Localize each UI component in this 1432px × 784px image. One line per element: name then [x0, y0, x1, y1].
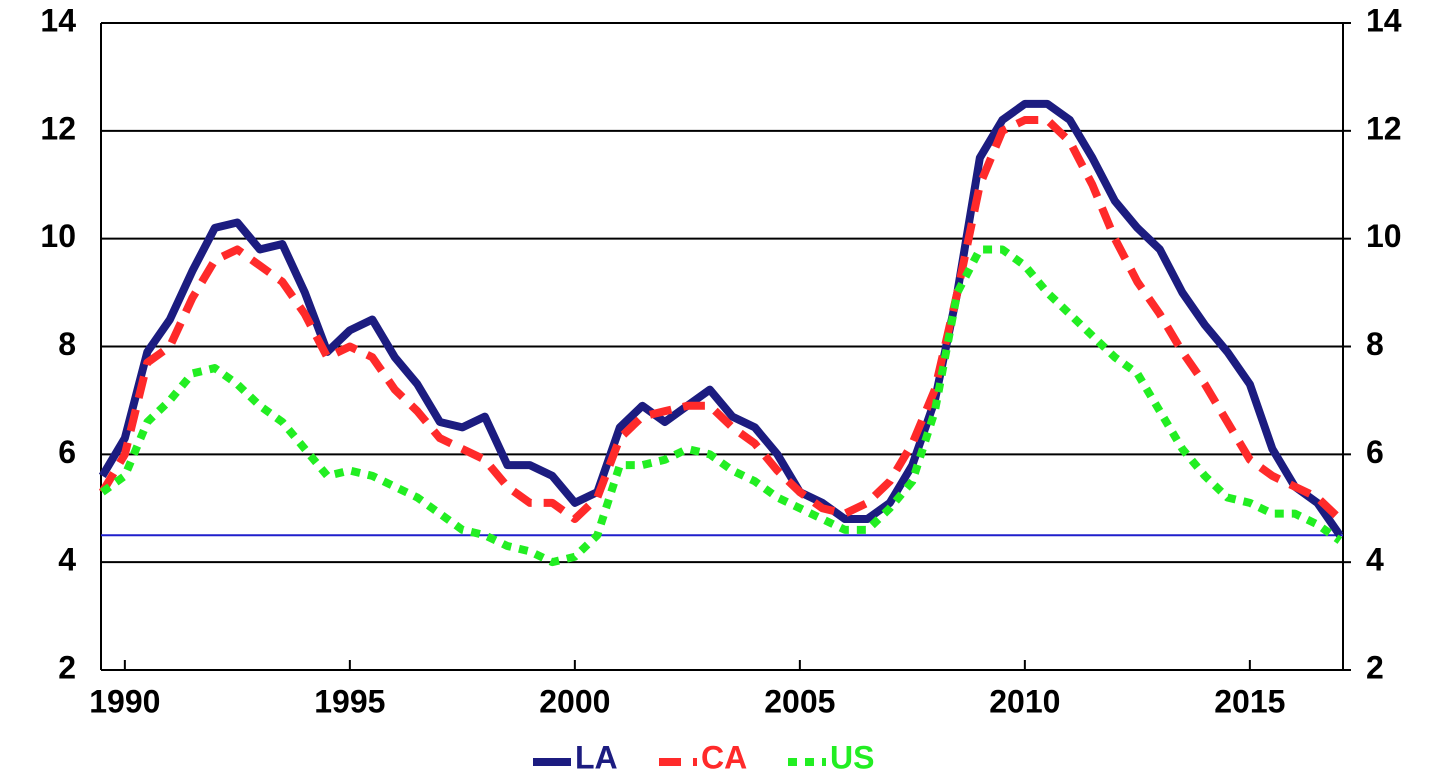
series-line — [98, 99, 1344, 538]
x-tick-label: 2005 — [764, 683, 835, 719]
y-tick-label: 14 — [40, 2, 76, 38]
y-tick-label: 6 — [58, 434, 76, 470]
legend-label: LA — [575, 739, 618, 775]
y2-tick-label: 6 — [1366, 434, 1384, 470]
series-line — [98, 116, 1343, 524]
x-tick-label: 1990 — [89, 683, 160, 719]
y2-tick-label: 12 — [1366, 110, 1402, 146]
y-tick-label: 10 — [40, 218, 76, 254]
y-tick-label: 12 — [40, 110, 76, 146]
y2-tick-label: 4 — [1366, 542, 1384, 578]
y2-tick-label: 2 — [1366, 649, 1384, 685]
x-tick-label: 2000 — [539, 683, 610, 719]
x-tick-label: 1995 — [314, 683, 385, 719]
legend-label: CA — [701, 739, 747, 775]
y2-tick-label: 8 — [1366, 326, 1384, 362]
y2-tick-label: 14 — [1366, 2, 1402, 38]
y-tick-label: 4 — [58, 542, 76, 578]
y2-tick-label: 10 — [1366, 218, 1402, 254]
y-tick-label: 2 — [58, 649, 76, 685]
x-tick-label: 2010 — [989, 683, 1060, 719]
y-tick-label: 8 — [58, 326, 76, 362]
x-tick-label: 2015 — [1214, 683, 1285, 719]
legend-label: US — [830, 739, 874, 775]
